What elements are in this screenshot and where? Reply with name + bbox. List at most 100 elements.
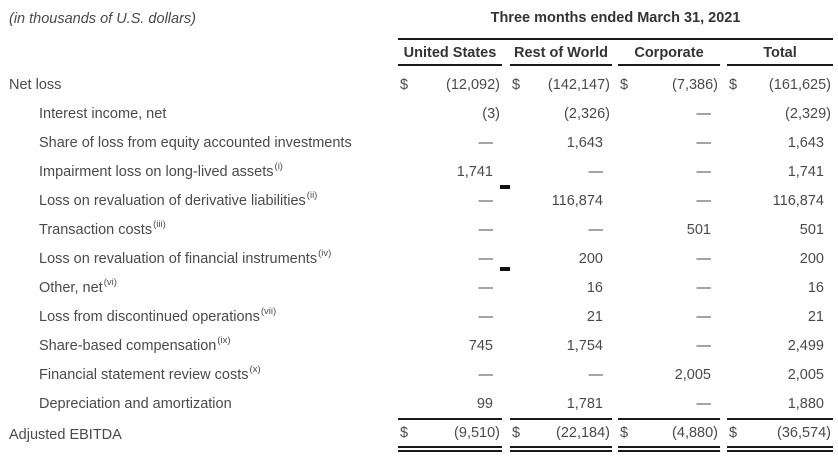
table-row: Impairment loss on long-lived assets (i) … [0, 157, 838, 186]
value-cell-rest-of-world: $ — [510, 360, 612, 389]
row-label: Loss on revaluation of derivative liabil… [39, 189, 318, 209]
value-text: — [696, 163, 712, 180]
value-cell-united-states: $ 745 [398, 331, 502, 360]
table-body: Net loss $ (12,092) $ (142,147) $ (7,386… [0, 70, 838, 418]
value-cell-united-states: $ 1,741 [398, 157, 502, 186]
value-cell-corporate: $ — [618, 389, 720, 418]
value-cell-corporate: $ (7,386) [618, 70, 720, 99]
value-text: — [696, 105, 712, 122]
value-cell-total: $ 1,741 [727, 157, 833, 186]
value-cell-rest-of-world: $ 1,643 [510, 128, 612, 157]
currency-symbol: $ [400, 425, 409, 441]
value-cell-united-states: $ — [398, 302, 502, 331]
value-cell-corporate: $ 501 [618, 215, 720, 244]
row-label-text: Depreciation and amortization [39, 395, 232, 412]
value-cell-united-states: $ — [398, 360, 502, 389]
row-label: Financial statement review costs (x) [39, 363, 261, 383]
value-text: — [696, 308, 712, 325]
value-text: (4,880) [672, 425, 718, 441]
value-text: (3) [482, 105, 500, 122]
value-cell-total: $ 1,643 [727, 128, 833, 157]
value-text: — [696, 134, 712, 151]
currency-symbol: $ [512, 425, 521, 441]
value-text: (2,329) [785, 105, 831, 122]
column-gap [720, 331, 727, 360]
value-text: 21 [807, 308, 824, 325]
row-label-text: Interest income, net [39, 105, 167, 122]
row-label-text: Transaction costs [39, 221, 153, 238]
column-gap [720, 418, 727, 452]
row-label: Share of loss from equity accounted inve… [0, 128, 398, 157]
value-cell-corporate: $ 2,005 [618, 360, 720, 389]
column-gap [502, 360, 510, 389]
value-text: 745 [468, 337, 493, 354]
column-gap [502, 186, 510, 215]
row-label: Other, net (vi) [39, 276, 117, 296]
value-text: — [478, 250, 494, 267]
value-text: (2,326) [564, 105, 610, 122]
column-gap [720, 302, 727, 331]
column-header-spacer [0, 40, 398, 66]
value-cell-rest-of-world: $ 200 [510, 244, 612, 273]
value-cell-rest-of-world: $ (22,184) [510, 418, 612, 452]
table-row: Net loss $ (12,092) $ (142,147) $ (7,386… [0, 70, 838, 99]
table-row: Loss on revaluation of derivative liabil… [0, 186, 838, 215]
value-text: — [696, 337, 712, 354]
value-cell-rest-of-world: $ — [510, 215, 612, 244]
currency-symbol: $ [620, 76, 629, 93]
column-header-united-states: United States [398, 40, 502, 66]
value-text: (9,510) [454, 425, 500, 441]
currency-symbol: $ [729, 76, 738, 93]
value-cell-total: $ 1,880 [727, 389, 833, 418]
table-row: Interest income, net $ (3) $ (2,326) $ —… [0, 99, 838, 128]
column-gap [720, 40, 727, 66]
column-gap [720, 186, 727, 215]
value-text: 200 [799, 250, 824, 267]
row-label: Interest income, net [0, 99, 398, 128]
value-text: 1,643 [566, 134, 603, 151]
column-gap [502, 418, 510, 452]
value-text: — [696, 395, 712, 412]
column-gap [502, 389, 510, 418]
value-cell-rest-of-world: $ (2,326) [510, 99, 612, 128]
value-text: — [478, 308, 494, 325]
row-label: Transaction costs (iii) [39, 218, 166, 238]
value-text: 21 [586, 308, 603, 325]
value-text: — [478, 279, 494, 296]
row-label-text: Impairment loss on long-lived assets [39, 163, 274, 180]
table-row: Depreciation and amortization $ 99 $ 1,7… [0, 389, 838, 418]
table-row: Share-based compensation(ix) $ 745 $ 1,7… [0, 331, 838, 360]
column-gap [720, 273, 727, 302]
value-cell-rest-of-world: $ 21 [510, 302, 612, 331]
column-gap [502, 215, 510, 244]
value-text: 99 [476, 395, 493, 412]
value-cell-united-states: $ — [398, 244, 502, 273]
row-label: Loss on revaluation of financial instrum… [39, 247, 332, 267]
value-cell-corporate: $ — [618, 157, 720, 186]
value-text: 116,874 [551, 192, 603, 209]
value-cell-corporate: $ — [618, 128, 720, 157]
value-text: (7,386) [672, 76, 718, 93]
row-label-text: Share of loss from equity accounted inve… [39, 134, 352, 151]
table-row: Other, net(vi) $ — $ 16 $ — $ 16 [0, 273, 838, 302]
row-label-text: Financial statement review costs [39, 366, 249, 383]
row-label: Depreciation and amortization [0, 389, 398, 418]
value-cell-total: $ 2,005 [727, 360, 833, 389]
column-header-total: Total [727, 40, 833, 66]
value-cell-united-states: $ — [398, 215, 502, 244]
column-gap [720, 215, 727, 244]
value-cell-rest-of-world: $ (142,147) [510, 70, 612, 99]
value-cell-total: $ 200 [727, 244, 833, 273]
row-label: Adjusted EBITDA [9, 427, 122, 443]
value-cell-united-states: $ 99 [398, 389, 502, 418]
stray-ink-mark [500, 267, 510, 271]
value-cell-rest-of-world: $ — [510, 157, 612, 186]
column-gap [720, 244, 727, 273]
value-text: — [588, 221, 604, 238]
value-cell-total: $ 116,874 [727, 186, 833, 215]
value-text: — [588, 163, 604, 180]
column-gap [502, 70, 510, 99]
value-cell-total: $ 501 [727, 215, 833, 244]
value-text: 1,754 [566, 337, 603, 354]
column-gap [502, 157, 510, 186]
